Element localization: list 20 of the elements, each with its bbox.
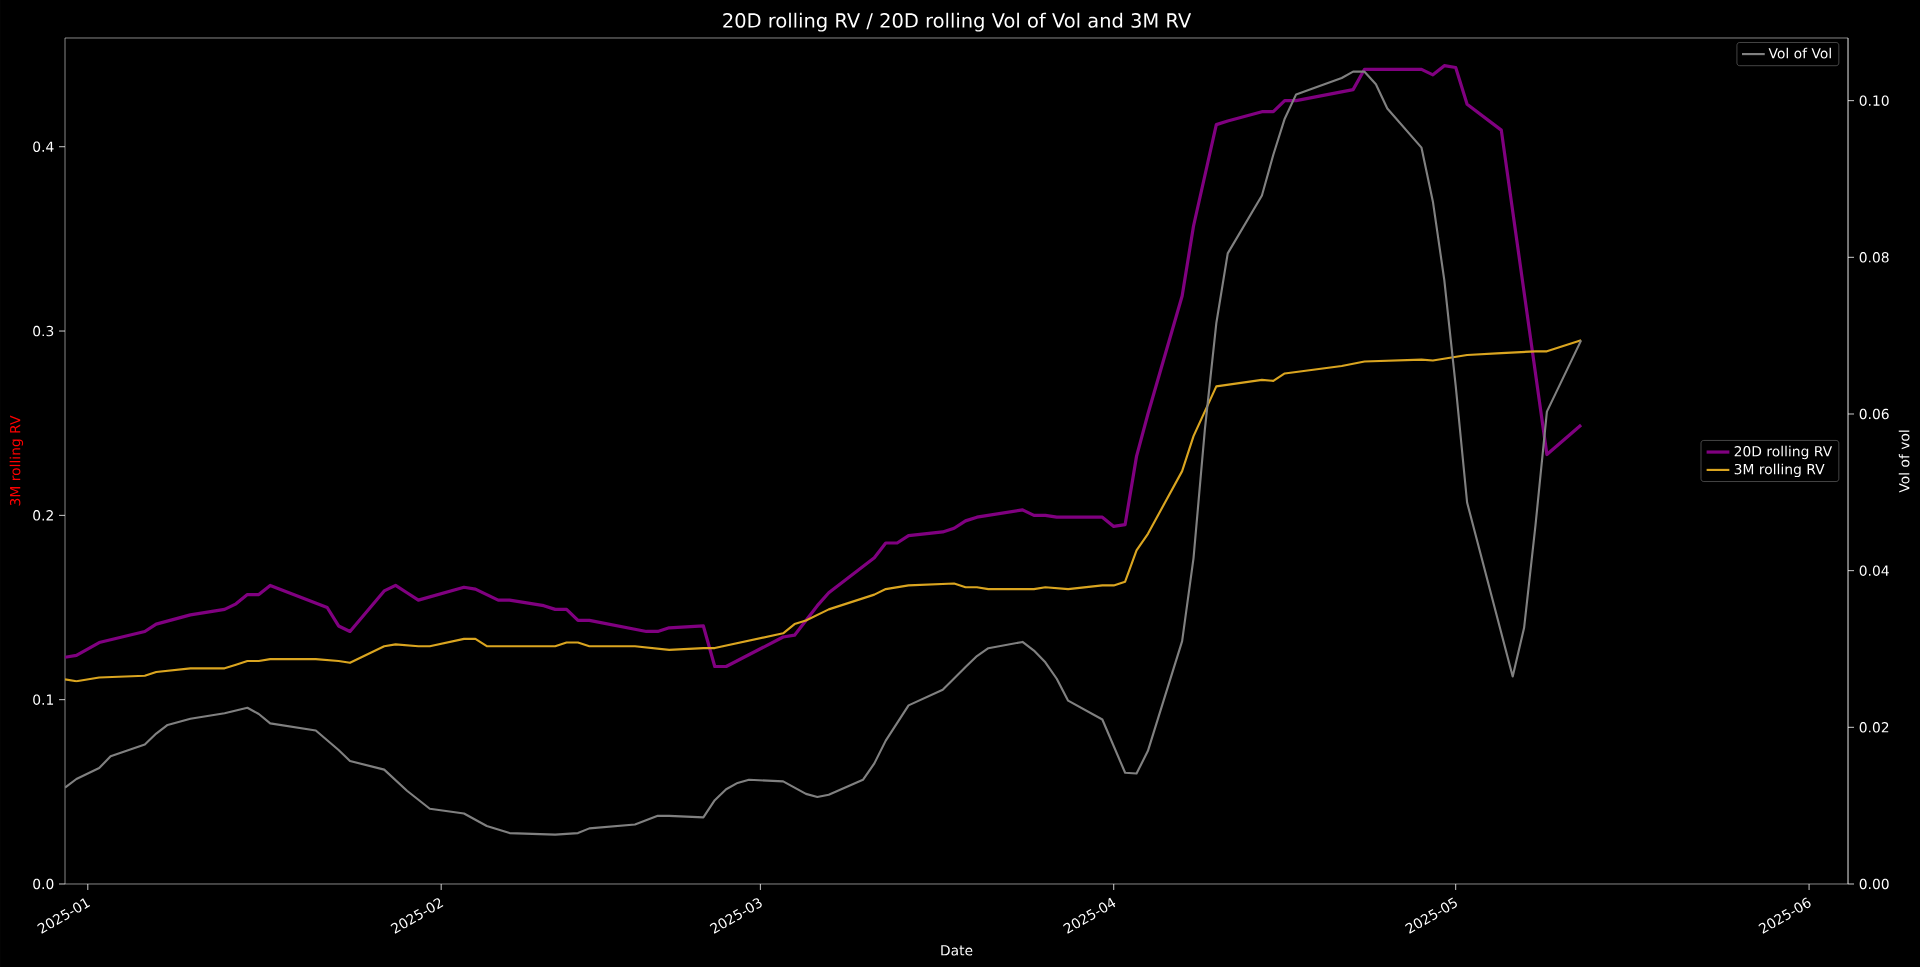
line-series xyxy=(65,70,1583,836)
chart-title: 20D rolling RV / 20D rolling Vol of Vol and 3M RV xyxy=(723,12,1192,32)
y-tick-label: 0.1 xyxy=(33,694,54,705)
y-tick-label: 0.4 xyxy=(33,141,54,152)
y-axis-title: 3M rolling RV xyxy=(9,415,24,506)
y-tick-label: 0.3 xyxy=(33,325,54,337)
y-tick-label: 0.0 xyxy=(33,878,54,890)
line-series xyxy=(65,64,1583,669)
y2-tick-label: 0.08 xyxy=(1859,252,1889,263)
y-tick-label: 0.2 xyxy=(33,510,53,521)
legend-label: Vol of Vol xyxy=(1768,47,1831,59)
x-axis-title: Date xyxy=(941,945,973,956)
y2-tick-label: 0.04 xyxy=(1859,565,1889,576)
legend-label: 20D rolling RV xyxy=(1734,445,1833,460)
y2-tick-label: 0.10 xyxy=(1859,95,1889,106)
y2-tick-label: 0.06 xyxy=(1859,408,1889,420)
y2-tick-label: 0.00 xyxy=(1859,878,1889,890)
y2-axis-title: Vol of vol xyxy=(1898,430,1910,493)
legend-label: 3M rolling RV xyxy=(1734,463,1825,478)
y2-tick-label: 0.02 xyxy=(1859,722,1889,733)
